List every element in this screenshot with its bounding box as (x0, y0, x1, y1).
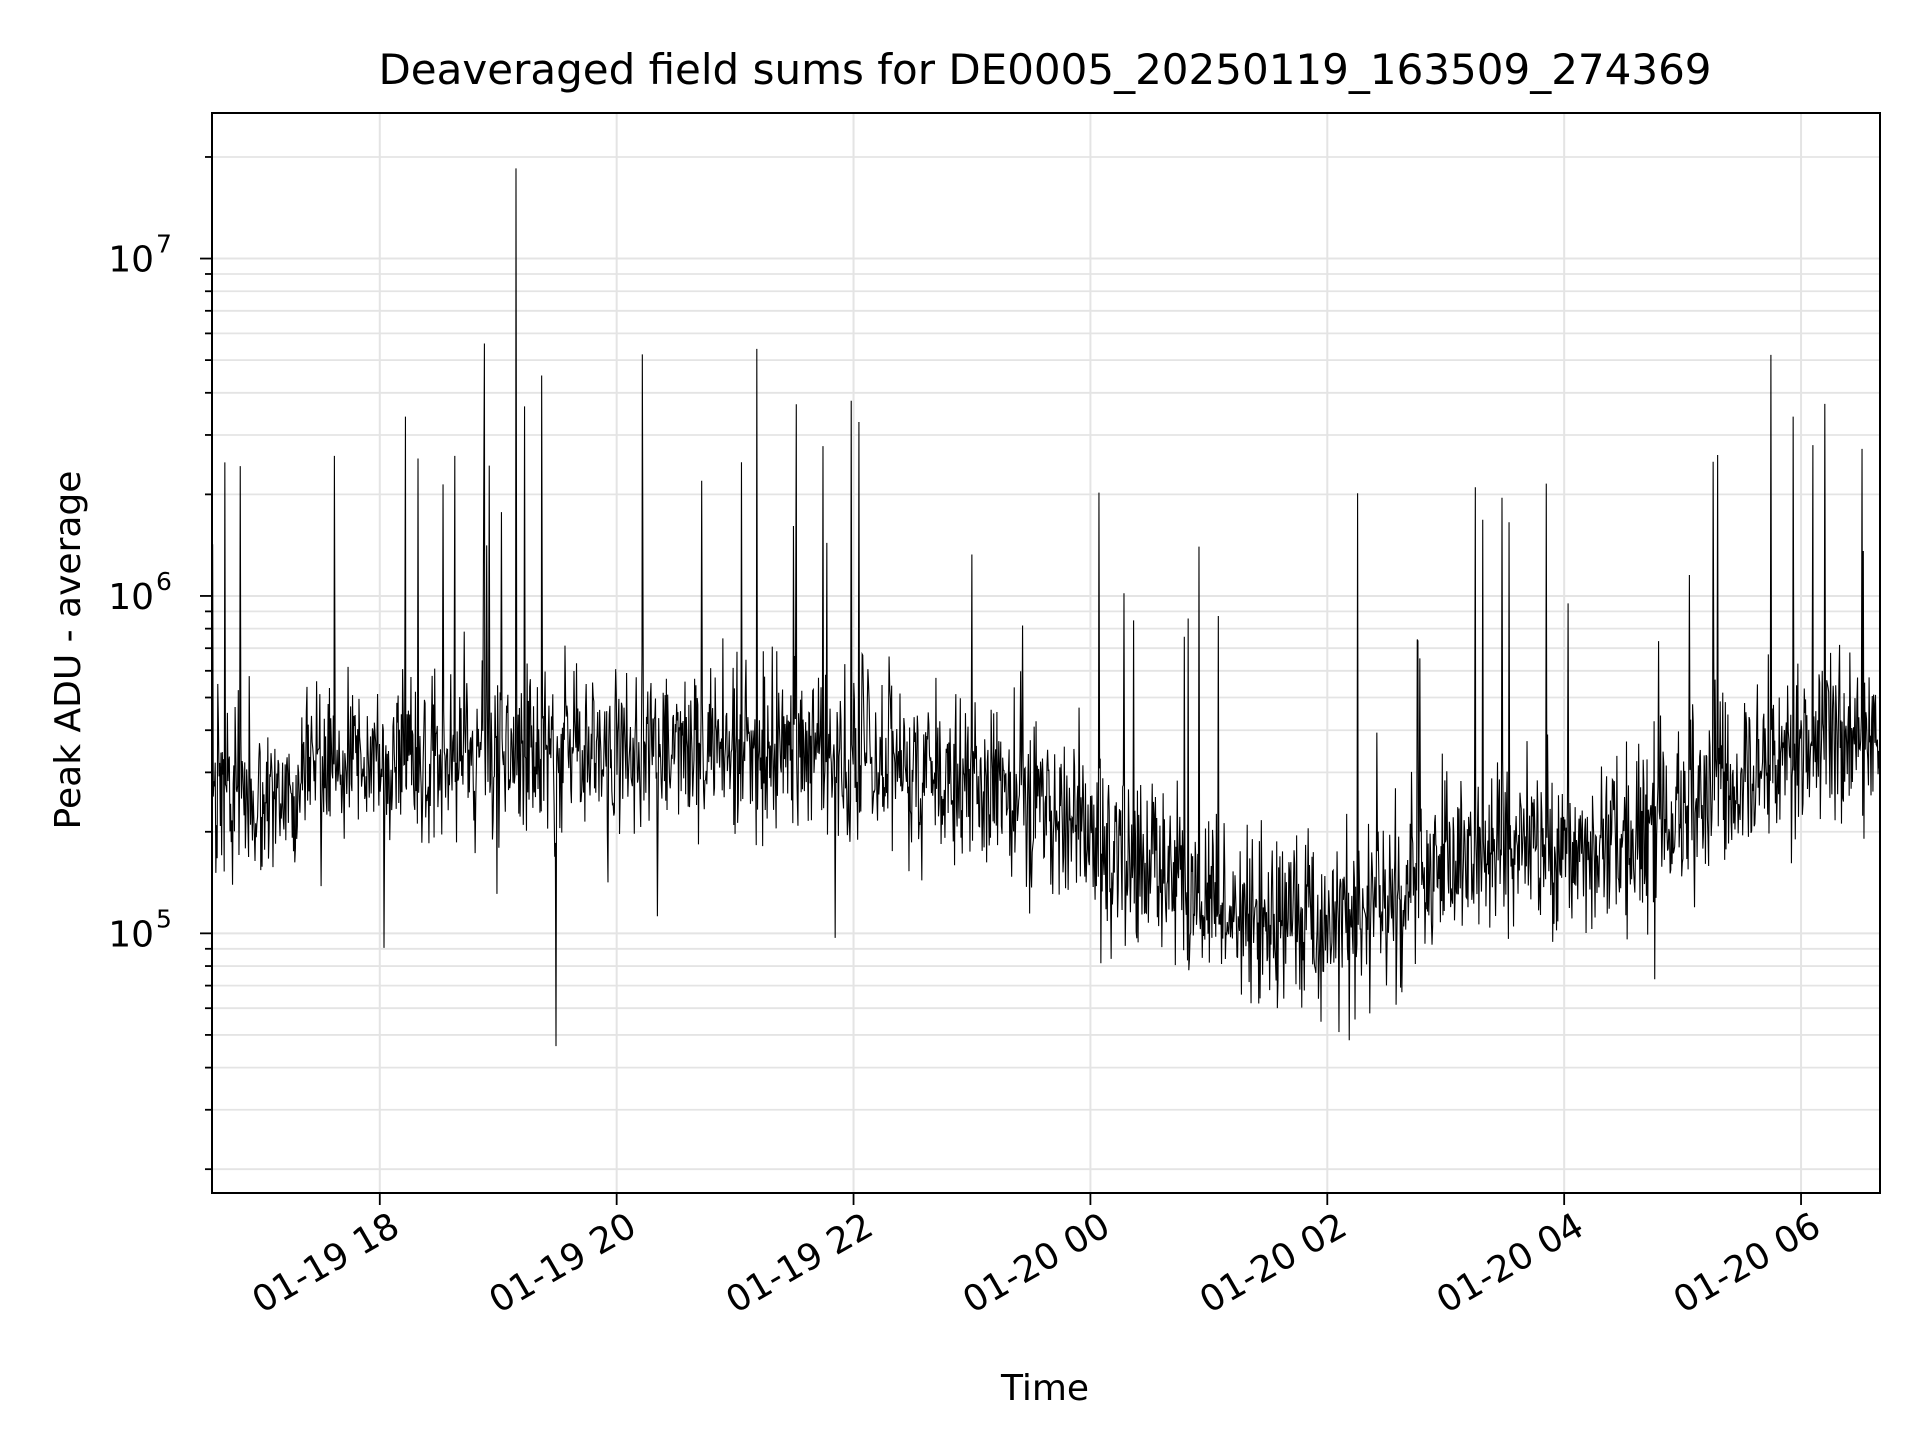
y-tick-base: 10 (108, 240, 154, 281)
y-tick-label: 10 7 (108, 230, 172, 281)
y-tick-exponent: 7 (156, 230, 172, 259)
plot-area-frame (211, 112, 1881, 1194)
chart-title: Deaveraged field sums for DE0005_2025011… (378, 45, 1711, 94)
y-tick-base: 10 (108, 577, 154, 618)
y-tick-exponent: 6 (156, 567, 172, 596)
y-tick-base: 10 (108, 914, 154, 955)
y-tick-exponent: 5 (156, 904, 172, 933)
y-axis-label: Peak ADU - average (48, 471, 89, 830)
y-tick-label: 10 6 (108, 567, 172, 618)
x-axis-label: Time (1000, 1368, 1089, 1409)
series-line (211, 168, 1881, 1047)
data-series (211, 168, 1881, 1047)
y-tick-label: 10 5 (108, 904, 172, 955)
